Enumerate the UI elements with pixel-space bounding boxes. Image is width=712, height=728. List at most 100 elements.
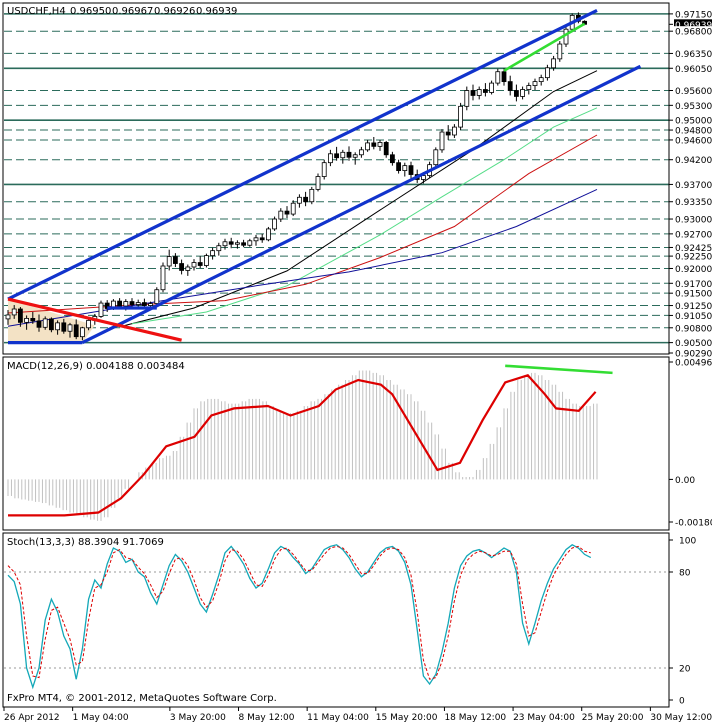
stochastic-panel[interactable]: Stoch(13,3,3) 88.3904 91.7069 100 80 20 0 F…	[2, 532, 696, 708]
price-tick-label: 0.91500	[675, 290, 712, 300]
candle-body	[458, 105, 464, 128]
candle-body	[179, 263, 185, 271]
candle-body	[55, 322, 60, 331]
candle-body	[172, 256, 178, 264]
price-label-bg	[674, 63, 712, 74]
price-label-bg	[674, 242, 712, 253]
moving-average-line	[7, 188, 598, 327]
trend-line	[7, 297, 182, 342]
candle-body	[259, 237, 265, 241]
candle-body	[148, 303, 154, 306]
price-tick-label: 0.94600	[675, 136, 712, 146]
candle-body	[17, 308, 23, 323]
price-tick-label: 0.95600	[675, 87, 712, 97]
candle-body	[210, 250, 216, 257]
stochastic-tick-label: 20	[679, 665, 691, 675]
macd-signal-line	[8, 374, 597, 517]
candle-body	[154, 289, 160, 304]
channel-line	[81, 64, 642, 345]
price-tick-label: 0.93350	[675, 198, 712, 208]
macd-title: MACD(12,26,9) 0.004188 0.003484	[7, 361, 185, 372]
moving-average-line	[119, 70, 598, 328]
moving-average-line	[131, 107, 598, 325]
candle-body	[197, 262, 203, 266]
price-label-bg	[674, 85, 712, 96]
candle-body	[309, 188, 315, 203]
price-level-lines	[4, 13, 669, 344]
drawn-trend-lines	[7, 8, 642, 345]
price-chart-title: USDCHF,H4	[7, 6, 66, 17]
price-panel-frame	[2, 2, 670, 355]
macd-axis: 0.00496 0.00 -0.00180	[669, 359, 712, 529]
price-label-bg	[674, 337, 712, 348]
ohlc-open: 0.96950	[70, 6, 111, 17]
candle-body	[476, 89, 482, 96]
candle-body	[545, 67, 550, 79]
candle-body	[408, 165, 414, 175]
price-tick-label: 0.95300	[675, 102, 712, 112]
price-tick-label: 0.96800	[675, 28, 712, 38]
candle-body	[321, 162, 327, 177]
stochastic-tick-label: 100	[679, 537, 696, 547]
candle-body	[86, 319, 91, 329]
price-label-bg	[674, 300, 712, 311]
candle-body	[11, 308, 17, 316]
price-label-bg	[674, 348, 712, 358]
candle-body	[272, 218, 278, 230]
candle-body	[551, 58, 556, 69]
candle-body	[67, 324, 73, 332]
candle-body	[123, 301, 129, 307]
candle-body	[464, 90, 470, 107]
candle-body	[80, 327, 85, 338]
candle-body	[284, 210, 290, 215]
candle-body	[117, 300, 122, 307]
candle-body	[538, 77, 544, 83]
price-label-bg	[674, 214, 712, 225]
time-tick-label: 11 May 04:00	[307, 713, 369, 723]
candle-body	[73, 324, 79, 338]
price-label-bg	[674, 179, 712, 190]
macd-tick-label: 0.00	[675, 476, 695, 486]
price-label-bg	[674, 125, 712, 136]
stochastic-main-line	[7, 544, 592, 690]
candle-body	[185, 266, 191, 271]
ohlc-low: 0.96926	[154, 6, 195, 17]
price-tick-label: 0.96350	[675, 50, 712, 60]
stochastic-panel-frame	[2, 532, 670, 708]
candle-body	[222, 241, 228, 247]
candle-body	[514, 90, 519, 97]
price-label-bg	[674, 134, 712, 145]
candle-body	[98, 302, 104, 317]
candle-body	[296, 196, 302, 204]
price-label-bg	[674, 322, 712, 333]
time-tick-label: 18 May 12:00	[444, 713, 506, 723]
candle-body	[334, 153, 340, 159]
macd-tick-label: 0.00496	[675, 359, 712, 369]
time-tick-label: 25 May 20:00	[582, 713, 644, 723]
time-tick-label: 15 May 20:00	[376, 713, 438, 723]
macd-panel[interactable]: MACD(12,26,9) 0.004188 0.003484 0.00496 0…	[2, 356, 712, 531]
candles	[5, 12, 587, 341]
candle-body	[371, 142, 377, 147]
macd-signal-line	[8, 364, 613, 517]
candle-body	[470, 90, 476, 96]
stochastic-axis: 100 80 20 0	[669, 537, 696, 707]
candle-body	[265, 228, 271, 241]
price-tick-label: 0.92250	[675, 253, 712, 263]
price-tick-label: 0.94200	[675, 156, 712, 166]
candle-body	[290, 202, 296, 215]
price-panel[interactable]: USDCHF,H4 0.96950 0.96967 0.96926 0.9693…	[2, 2, 712, 360]
trend-line	[503, 22, 586, 72]
candle-body	[439, 131, 445, 151]
candle-body	[278, 210, 284, 220]
candle-body	[228, 241, 234, 245]
price-label-bg	[674, 26, 712, 37]
price-tick-label: 0.96050	[675, 65, 712, 75]
moving-averages	[7, 70, 598, 328]
macd-divergence-line	[505, 364, 613, 375]
candle-body	[49, 318, 54, 331]
price-label-bg	[674, 115, 712, 126]
price-label-bg	[674, 288, 712, 299]
candle-body	[166, 256, 172, 267]
